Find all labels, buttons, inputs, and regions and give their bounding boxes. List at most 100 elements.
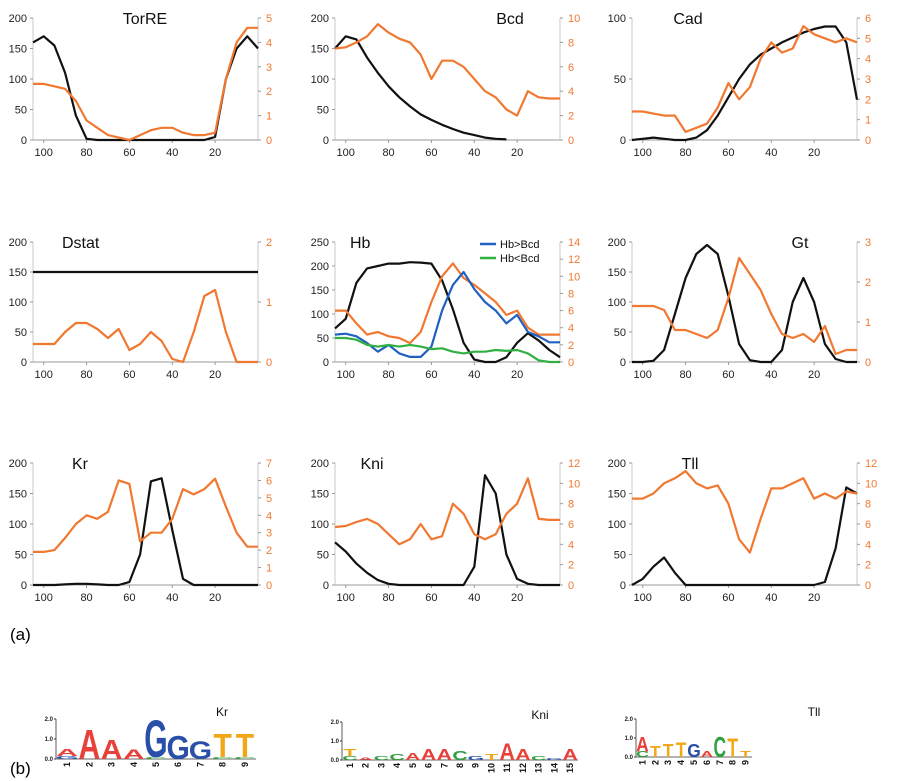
y-tick-label: 0 xyxy=(21,357,27,369)
logo-letter: G xyxy=(467,756,484,762)
y-tick-label: 100 xyxy=(311,519,329,531)
x-tick-label: 20 xyxy=(209,147,221,159)
logo-letter: T xyxy=(485,753,498,762)
logo-letter: A xyxy=(123,747,145,762)
logo-letter: G xyxy=(144,710,167,769)
logo-letter: T xyxy=(740,750,752,759)
x-tick-label: 3 xyxy=(376,763,386,768)
y2-tick-label: 1 xyxy=(266,297,272,309)
y2-tick-label: 0 xyxy=(266,135,272,147)
y2-tick-label: 2 xyxy=(266,237,272,249)
x-tick-label: 100 xyxy=(634,369,652,381)
x-tick-label: 4 xyxy=(676,760,686,765)
y2-tick-label: 3 xyxy=(865,74,871,86)
y-tick-label: 150 xyxy=(9,489,27,501)
x-tick-label: 7 xyxy=(715,760,725,765)
panel-label: (a) xyxy=(10,625,31,644)
y-tick-label: 50 xyxy=(614,327,626,339)
x-tick-label: 80 xyxy=(382,592,394,604)
y2-tick-label: 1 xyxy=(865,115,871,127)
logo-letter: T xyxy=(727,733,738,762)
x-tick-label: 3 xyxy=(107,762,117,767)
logo-letter: C xyxy=(389,753,405,762)
logo-letter: C xyxy=(713,732,726,765)
y-tick-label: 0 xyxy=(620,135,626,147)
y-tick-label: 150 xyxy=(311,44,329,56)
y2-tick-label: 2 xyxy=(266,545,272,557)
x-tick-label: 80 xyxy=(679,369,691,381)
y-tick-label: 150 xyxy=(608,267,626,279)
y2-tick-label: 2 xyxy=(865,560,871,572)
legend-label: Hb>Bcd xyxy=(500,239,539,251)
logo-letter: C xyxy=(342,756,357,762)
chart-title: Gt xyxy=(792,235,809,252)
logo-letter: T xyxy=(663,741,674,762)
y2-tick-label: 7 xyxy=(266,458,272,470)
logo-letter: T xyxy=(213,727,232,765)
y2-tick-label: 4 xyxy=(266,37,272,49)
y2-tick-label: 5 xyxy=(865,33,871,45)
y-tick-label: 0.0 xyxy=(625,755,634,761)
x-tick-label: 80 xyxy=(382,369,394,381)
logo-letter: C xyxy=(636,750,649,759)
y2-tick-label: 12 xyxy=(865,458,877,470)
series-line xyxy=(631,25,859,142)
y2-tick-label: 4 xyxy=(865,539,871,551)
y2-tick-label: 3 xyxy=(266,528,272,540)
y-tick-label: 100 xyxy=(608,13,626,25)
y2-tick-label: 0 xyxy=(568,135,574,147)
x-tick-label: 100 xyxy=(337,369,355,381)
x-tick-label: 40 xyxy=(468,147,480,159)
chart-title: Kr xyxy=(72,456,89,473)
logo-letter: C xyxy=(145,757,167,760)
chart-title: Bcd xyxy=(496,11,524,28)
x-tick-label: 80 xyxy=(80,592,92,604)
series-line xyxy=(334,477,560,546)
x-tick-label: 1 xyxy=(62,762,72,767)
x-tick-label: 2 xyxy=(650,760,660,765)
series-line xyxy=(632,25,858,133)
logo-letter: G xyxy=(189,736,212,764)
logo-letter: A xyxy=(701,750,714,759)
y-tick-label: 200 xyxy=(608,237,626,249)
y2-tick-label: 2 xyxy=(266,86,272,98)
y-tick-label: 0 xyxy=(21,135,27,147)
x-tick-label: 20 xyxy=(511,592,523,604)
x-tick-label: 80 xyxy=(679,592,691,604)
y2-tick-label: 0 xyxy=(266,357,272,369)
y2-tick-label: 0 xyxy=(266,580,272,592)
logo-letter: A xyxy=(56,747,78,758)
y-tick-label: 0 xyxy=(620,580,626,592)
x-tick-label: 4 xyxy=(392,763,402,768)
chart-title: Dstat xyxy=(62,235,100,252)
y-tick-label: 150 xyxy=(9,44,27,56)
logo-letter: G xyxy=(55,755,78,760)
x-tick-label: 100 xyxy=(634,147,652,159)
logo-letter: T xyxy=(236,727,255,765)
y-tick-label: 100 xyxy=(9,297,27,309)
y2-tick-label: 6 xyxy=(865,13,871,25)
y2-tick-label: 4 xyxy=(568,323,574,335)
x-tick-label: 12 xyxy=(518,763,528,773)
x-tick-label: 40 xyxy=(468,369,480,381)
y-tick-label: 1.0 xyxy=(45,737,54,743)
y2-tick-label: 6 xyxy=(568,62,574,74)
x-tick-label: 6 xyxy=(702,760,712,765)
y2-tick-label: 2 xyxy=(865,277,871,289)
y-tick-label: 2.0 xyxy=(625,717,634,723)
y-tick-label: 100 xyxy=(9,74,27,86)
y2-tick-label: 6 xyxy=(568,519,574,531)
x-tick-label: 60 xyxy=(123,592,135,604)
y2-tick-label: 4 xyxy=(266,510,272,522)
logo-letter: A xyxy=(78,721,100,768)
y-tick-label: 150 xyxy=(608,489,626,501)
y-tick-label: 250 xyxy=(311,237,329,249)
panel-label: (b) xyxy=(10,759,31,778)
series-line xyxy=(33,477,258,587)
x-tick-label: 4 xyxy=(129,762,139,767)
x-tick-label: 9 xyxy=(471,763,481,768)
logo-letter: T xyxy=(676,738,687,762)
chart-title: Cad xyxy=(673,11,702,28)
chart-title: Kni xyxy=(360,456,383,473)
